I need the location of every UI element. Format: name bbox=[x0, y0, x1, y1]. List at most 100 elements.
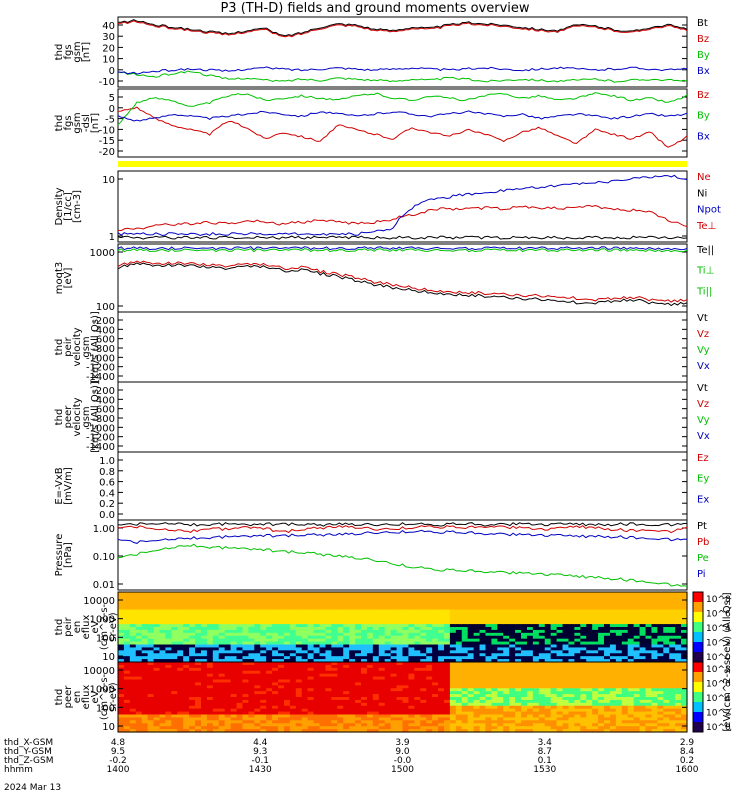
spectrogram-cell bbox=[212, 653, 220, 657]
spectrogram-cell bbox=[242, 592, 249, 596]
spectrogram-cell bbox=[165, 624, 172, 628]
spectrogram-cell bbox=[384, 597, 392, 602]
spectrogram-cell bbox=[278, 656, 285, 660]
spectrogram-cell bbox=[669, 656, 676, 660]
spectrogram-cell bbox=[366, 682, 374, 686]
spectrogram-cell bbox=[378, 609, 386, 614]
spectrogram-cell bbox=[319, 627, 327, 631]
colorbar-tick-label: 10^6 bbox=[706, 610, 731, 620]
spectrogram-cell bbox=[473, 600, 481, 605]
spectrogram-cell bbox=[212, 717, 220, 721]
spectrogram-cell bbox=[313, 705, 321, 710]
spectrogram-cell bbox=[592, 641, 599, 646]
spectrogram-cell bbox=[331, 699, 338, 704]
spectrogram-cell bbox=[266, 632, 273, 637]
spectrogram-cell bbox=[449, 597, 457, 602]
spectrogram-cell bbox=[372, 632, 380, 637]
spectrogram-cell bbox=[242, 627, 249, 631]
spectrogram-cell bbox=[325, 644, 332, 649]
spectrogram-cell bbox=[592, 670, 599, 675]
spectrogram-cell bbox=[289, 615, 297, 619]
spectrogram-cell bbox=[669, 632, 676, 637]
spectrogram-cell bbox=[129, 635, 137, 640]
spectrogram-cell bbox=[420, 641, 427, 646]
spectrogram-cell bbox=[218, 629, 226, 634]
spectrogram-cell bbox=[657, 673, 664, 678]
spectrogram-cell bbox=[467, 714, 475, 719]
spectrogram-cell bbox=[135, 615, 143, 619]
spectrogram-cell bbox=[479, 609, 487, 614]
spectrogram-cell bbox=[491, 624, 498, 628]
spectrogram-cell bbox=[266, 726, 273, 730]
spectrogram-cell bbox=[503, 594, 510, 599]
spectrogram-cell bbox=[230, 615, 238, 619]
spectrogram-cell bbox=[515, 621, 522, 625]
spectrogram-cell bbox=[562, 702, 570, 707]
spectrogram-cell bbox=[123, 594, 131, 599]
spectrogram-cell bbox=[669, 647, 676, 651]
spectrogram-cell bbox=[212, 673, 220, 678]
spectrogram-cell bbox=[236, 697, 244, 701]
spectrogram-cell bbox=[609, 673, 617, 678]
spectrogram-cell bbox=[473, 699, 481, 704]
spectrogram-cell bbox=[586, 594, 593, 599]
spectrogram-cell bbox=[390, 624, 398, 628]
spectrogram-cell bbox=[645, 606, 653, 611]
spectrogram-cell bbox=[592, 662, 599, 666]
spectrogram-cell bbox=[681, 641, 688, 646]
spectrogram-cell bbox=[633, 615, 641, 619]
spectrogram-cell bbox=[361, 659, 368, 663]
spectrogram-cell bbox=[526, 667, 534, 672]
legend-entry: Pt bbox=[697, 521, 707, 532]
spectrogram-cell bbox=[289, 635, 297, 640]
colorbar-swatch bbox=[693, 602, 703, 613]
spectrogram-cell bbox=[675, 717, 682, 721]
spectrogram-cell bbox=[289, 729, 297, 733]
spectrogram-cell bbox=[254, 609, 261, 614]
spectrogram-cell bbox=[254, 717, 261, 721]
spectrogram-cell bbox=[503, 618, 510, 622]
spectrogram-cell bbox=[455, 664, 463, 669]
spectrogram-cell bbox=[396, 679, 404, 684]
spectrogram-cell bbox=[206, 670, 214, 675]
y-axis-label: E=-VxB bbox=[54, 467, 65, 504]
spectrogram-cell bbox=[248, 615, 255, 619]
spectrogram-cell bbox=[515, 670, 522, 675]
legend-entry: Bz bbox=[697, 90, 709, 101]
spectrogram-cell bbox=[675, 641, 682, 646]
x-axis-value: 1530 bbox=[533, 765, 556, 775]
spectrogram-cell bbox=[349, 717, 356, 721]
spectrogram-cell bbox=[426, 717, 433, 721]
spectrogram-cell bbox=[414, 694, 421, 698]
spectrogram-cell bbox=[515, 705, 522, 710]
spectrogram-cell bbox=[438, 679, 445, 684]
spectrogram-cell bbox=[129, 597, 137, 602]
spectrogram-cell bbox=[586, 673, 593, 678]
spectrogram-cell bbox=[118, 676, 125, 681]
spectrogram-cell bbox=[515, 685, 522, 689]
spectrogram-cell bbox=[165, 682, 172, 686]
spectrogram-cell bbox=[171, 697, 178, 701]
spectrogram-cell bbox=[639, 647, 647, 651]
spectrogram-cell bbox=[627, 673, 635, 678]
spectrogram-cell bbox=[331, 653, 338, 657]
spectrogram-cell bbox=[390, 699, 398, 704]
spectrogram-cell bbox=[675, 694, 682, 698]
spectrogram-cell bbox=[118, 603, 125, 608]
spectrogram-cell bbox=[550, 606, 558, 611]
spectrogram-cell bbox=[526, 592, 534, 596]
x-axis-value: 1400 bbox=[107, 765, 130, 775]
spectrogram-cell bbox=[141, 627, 149, 631]
spectrogram-cell bbox=[343, 627, 350, 631]
spectrogram-cell bbox=[420, 673, 427, 678]
spectrogram-cell bbox=[544, 699, 552, 704]
spectrogram-cell bbox=[509, 676, 516, 681]
spectrogram-cell bbox=[568, 635, 575, 640]
spectrogram-cell bbox=[426, 676, 433, 681]
spectrogram-cell bbox=[224, 729, 232, 733]
spectrogram-cell bbox=[135, 647, 143, 651]
spectrogram-cell bbox=[325, 609, 332, 614]
spectrogram-cell bbox=[538, 627, 546, 631]
spectrogram-cell bbox=[538, 647, 546, 651]
spectrogram-cell bbox=[621, 697, 629, 701]
